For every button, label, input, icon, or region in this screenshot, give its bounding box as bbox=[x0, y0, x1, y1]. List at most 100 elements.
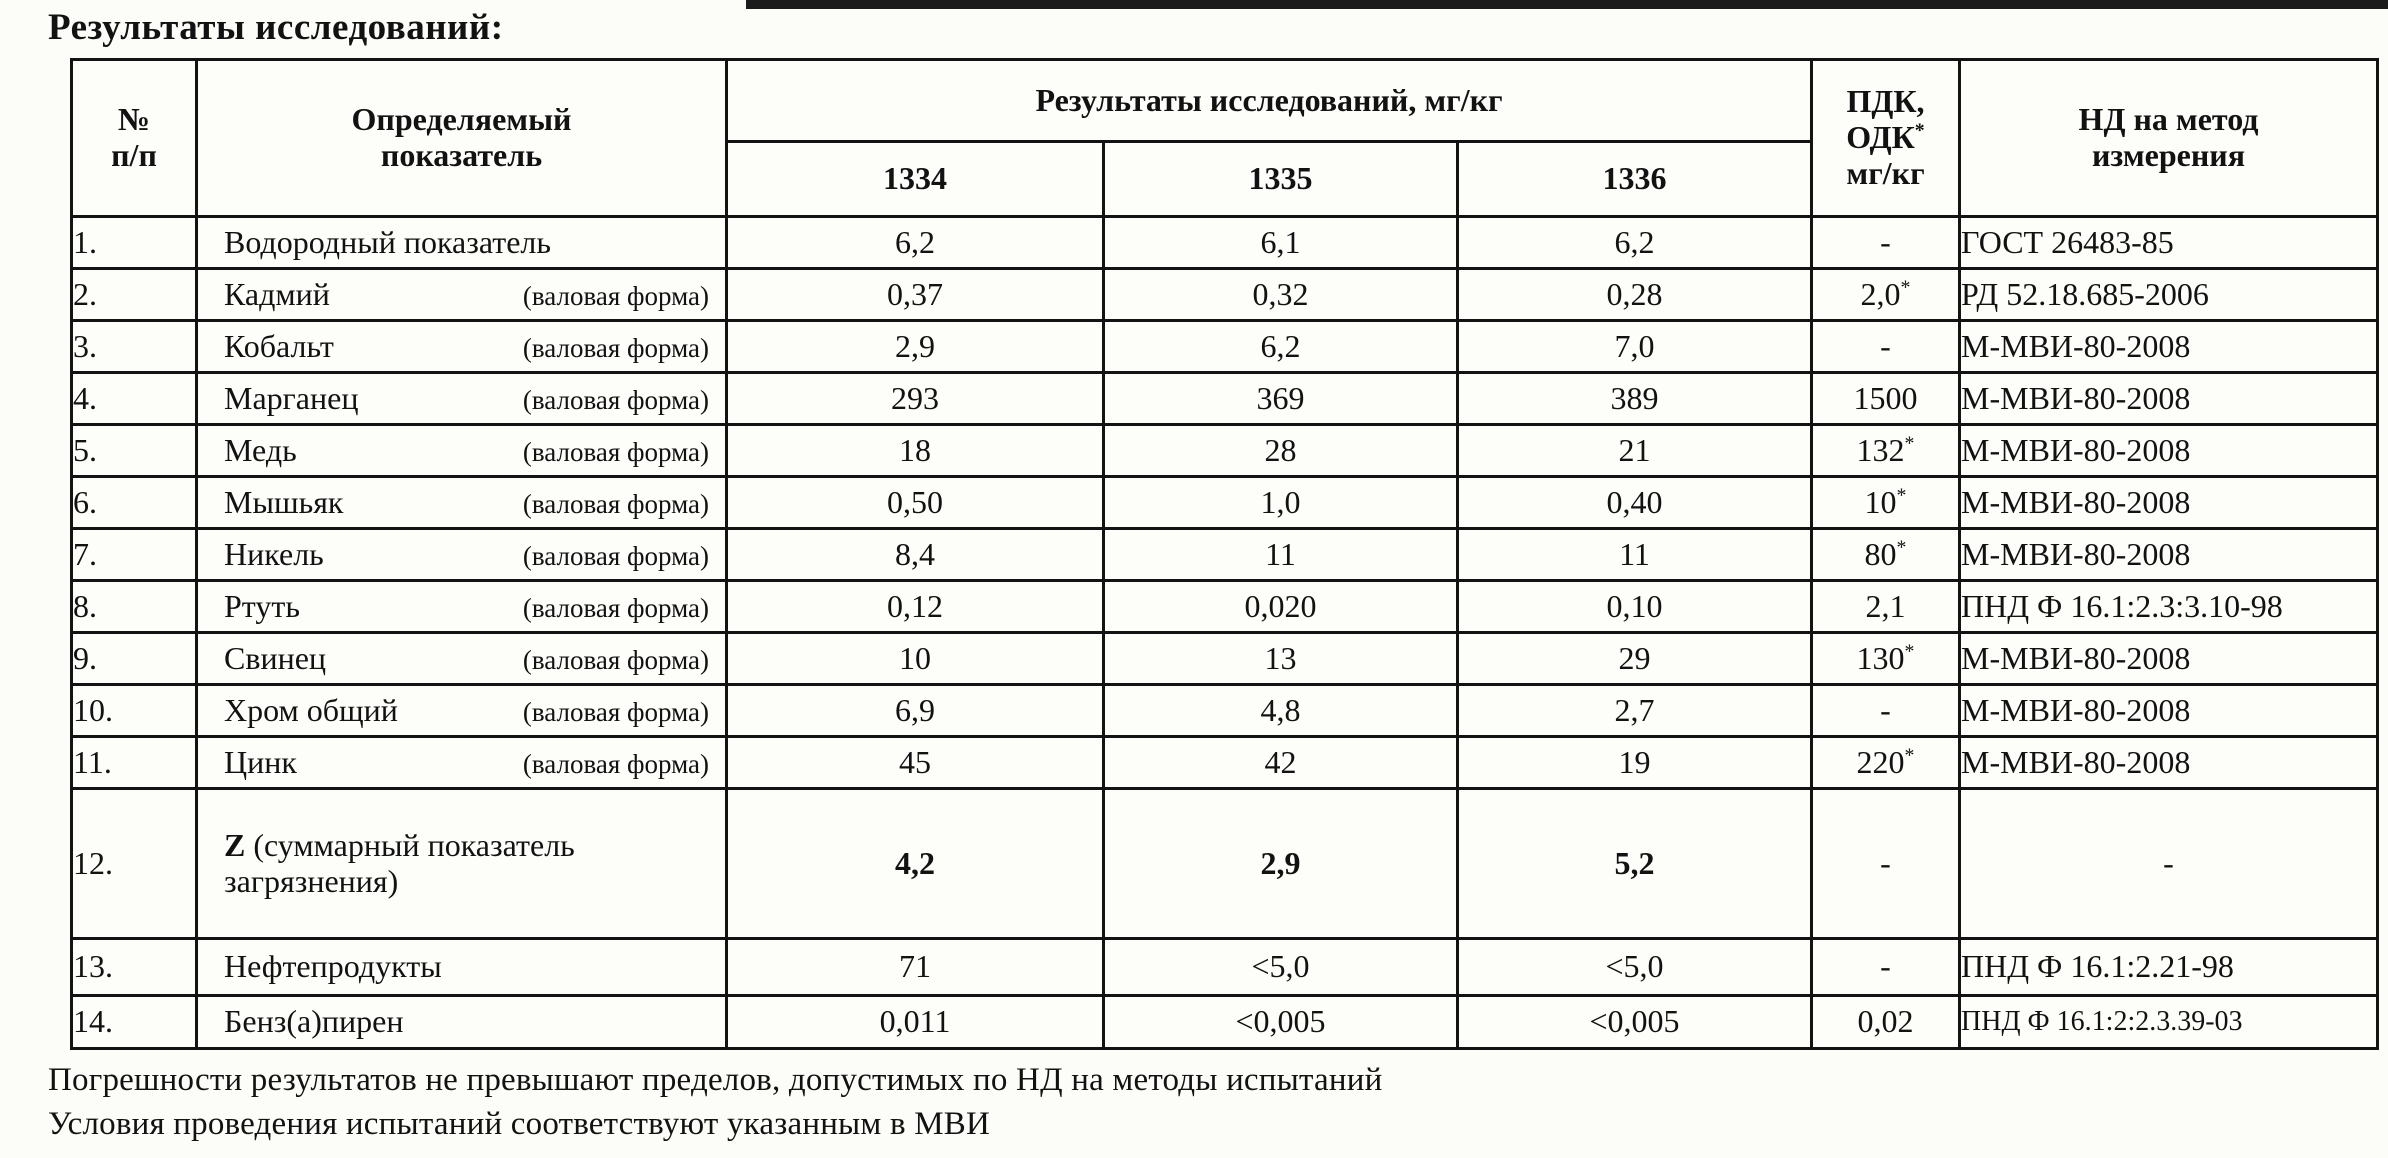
nd-method: ПНД Ф 16.1:2.3:3.10-98 bbox=[1958, 579, 2379, 634]
row-number: 14. bbox=[70, 994, 198, 1050]
nd-method: М-МВИ-80-2008 bbox=[1958, 683, 2379, 738]
parameter-cell: Мышьяк (валовая форма) bbox=[195, 475, 728, 530]
parameter-cell: Водородный показатель bbox=[195, 215, 728, 270]
column-header-sample-1336: 1336 bbox=[1456, 140, 1813, 218]
nd-method: М-МВИ-80-2008 bbox=[1958, 631, 2379, 686]
row-number: 3. bbox=[70, 319, 198, 374]
parameter-cell: Бенз(а)пирен bbox=[195, 994, 728, 1050]
nd-method: ПНД Ф 16.1:2:2.3.39-03 bbox=[1958, 994, 2379, 1050]
parameter-cell: Медь (валовая форма) bbox=[195, 423, 728, 478]
table-row: 10. Хром общий (валовая форма) 6,9 4,8 2,… bbox=[70, 683, 2379, 738]
table-row: 5. Медь (валовая форма) 18 28 21 132* М-М… bbox=[70, 423, 2379, 478]
row-number: 1. bbox=[70, 215, 198, 270]
nd-method: ГОСТ 26483-85 bbox=[1958, 215, 2379, 270]
parameter-cell: Кобальт (валовая форма) bbox=[195, 319, 728, 374]
table-row: 2. Кадмий (валовая форма) 0,37 0,32 0,28 … bbox=[70, 267, 2379, 322]
value-1336: 7,0 bbox=[1456, 319, 1813, 374]
parameter-cell: Хром общий (валовая форма) bbox=[195, 683, 728, 738]
pdk-value: - bbox=[1810, 937, 1961, 997]
table-header-row-2: 1334 1335 1336 bbox=[72, 140, 2378, 218]
value-1334: 4,2 bbox=[725, 787, 1105, 940]
value-1335: 6,2 bbox=[1102, 319, 1459, 374]
value-1335: 369 bbox=[1102, 371, 1459, 426]
table-row: 6. Мышьяк (валовая форма) 0,50 1,0 0,40 1… bbox=[70, 475, 2379, 530]
value-1334: 0,50 bbox=[725, 475, 1105, 530]
nd-method: М-МВИ-80-2008 bbox=[1958, 423, 2379, 478]
column-header-results-group: Результаты исследований, мг/кг bbox=[725, 58, 1813, 143]
pdk-value: 0,02 bbox=[1810, 994, 1961, 1050]
parameter-cell: Никель (валовая форма) bbox=[195, 527, 728, 582]
pdk-value: - bbox=[1810, 787, 1961, 940]
table-row: 3. Кобальт (валовая форма) 2,9 6,2 7,0 - … bbox=[70, 319, 2379, 374]
nd-method: ПНД Ф 16.1:2.21-98 bbox=[1958, 937, 2379, 997]
row-number: 4. bbox=[70, 371, 198, 426]
value-1335: <0,005 bbox=[1102, 994, 1459, 1050]
nd-method: М-МВИ-80-2008 bbox=[1958, 371, 2379, 426]
column-header-pdk: ПДК, ОДК* мг/кг bbox=[1810, 58, 1961, 218]
value-1336: 19 bbox=[1456, 735, 1813, 790]
parameter-cell: Свинец (валовая форма) bbox=[195, 631, 728, 686]
nd-method: РД 52.18.685-2006 bbox=[1958, 267, 2379, 322]
value-1334: 0,12 bbox=[725, 579, 1105, 634]
pdk-value: 132* bbox=[1810, 423, 1961, 478]
value-1335: 13 bbox=[1102, 631, 1459, 686]
value-1335: 28 bbox=[1102, 423, 1459, 478]
nd-method: - bbox=[1958, 787, 2379, 940]
value-1336: <5,0 bbox=[1456, 937, 1813, 997]
value-1334: 45 bbox=[725, 735, 1105, 790]
value-1335: 1,0 bbox=[1102, 475, 1459, 530]
table-row: 4. Марганец (валовая форма) 293 369 389 1… bbox=[70, 371, 2379, 426]
value-1335: 11 bbox=[1102, 527, 1459, 582]
table-row: 13. Нефтепродукты 71 <5,0 <5,0 - ПНД Ф 1… bbox=[70, 937, 2379, 997]
table-row: 14. Бенз(а)пирен 0,011 <0,005 <0,005 0,0… bbox=[70, 994, 2379, 1050]
table-row: 12. Z (суммарный показатель загрязнения)… bbox=[70, 787, 2379, 940]
table-row: 1. Водородный показатель 6,2 6,1 6,2 - Г… bbox=[70, 215, 2379, 270]
results-table: № п/п Определяемый показатель Результаты… bbox=[70, 58, 2379, 1050]
value-1336: 5,2 bbox=[1456, 787, 1813, 940]
value-1335: 0,020 bbox=[1102, 579, 1459, 634]
column-header-sample-1335: 1335 bbox=[1102, 140, 1459, 218]
value-1334: 0,011 bbox=[725, 994, 1105, 1050]
column-header-num: № п/п bbox=[70, 58, 198, 218]
value-1334: 8,4 bbox=[725, 527, 1105, 582]
nd-method: М-МВИ-80-2008 bbox=[1958, 319, 2379, 374]
row-number: 10. bbox=[70, 683, 198, 738]
value-1334: 71 bbox=[725, 937, 1105, 997]
pdk-value: 10* bbox=[1810, 475, 1961, 530]
row-number: 6. bbox=[70, 475, 198, 530]
value-1335: 2,9 bbox=[1102, 787, 1459, 940]
scan-artifact-bar bbox=[746, 0, 2388, 9]
value-1336: 29 bbox=[1456, 631, 1813, 686]
value-1334: 18 bbox=[725, 423, 1105, 478]
value-1336: 0,28 bbox=[1456, 267, 1813, 322]
column-header-nd: НД на метод измерения bbox=[1958, 58, 2379, 218]
value-1336: 0,40 bbox=[1456, 475, 1813, 530]
nd-method: М-МВИ-80-2008 bbox=[1958, 735, 2379, 790]
pdk-value: 2,1 bbox=[1810, 579, 1961, 634]
value-1336: 389 bbox=[1456, 371, 1813, 426]
page-title: Результаты исследований: bbox=[48, 7, 504, 48]
row-number: 9. bbox=[70, 631, 198, 686]
value-1336: 2,7 bbox=[1456, 683, 1813, 738]
value-1336: 21 bbox=[1456, 423, 1813, 478]
value-1336: <0,005 bbox=[1456, 994, 1813, 1050]
row-number: 12. bbox=[70, 787, 198, 940]
value-1334: 2,9 bbox=[725, 319, 1105, 374]
value-1335: 6,1 bbox=[1102, 215, 1459, 270]
pdk-value: 2,0* bbox=[1810, 267, 1961, 322]
pdk-value: 130* bbox=[1810, 631, 1961, 686]
value-1336: 6,2 bbox=[1456, 215, 1813, 270]
parameter-cell: Ртуть (валовая форма) bbox=[195, 579, 728, 634]
value-1334: 0,37 bbox=[725, 267, 1105, 322]
pdk-value: 1500 bbox=[1810, 371, 1961, 426]
table-row: 8. Ртуть (валовая форма) 0,12 0,020 0,10 … bbox=[70, 579, 2379, 634]
value-1334: 6,2 bbox=[725, 215, 1105, 270]
column-header-parameter: Определяемый показатель bbox=[195, 58, 728, 218]
pdk-value: 220* bbox=[1810, 735, 1961, 790]
pdk-value: 80* bbox=[1810, 527, 1961, 582]
footnote-error-limits: Погрешности результатов не превышают пре… bbox=[48, 1062, 1383, 1098]
table-row: 7. Никель (валовая форма) 8,4 11 11 80* М… bbox=[70, 527, 2379, 582]
value-1335: 0,32 bbox=[1102, 267, 1459, 322]
row-number: 8. bbox=[70, 579, 198, 634]
parameter-cell: Z (суммарный показатель загрязнения) bbox=[195, 787, 728, 940]
